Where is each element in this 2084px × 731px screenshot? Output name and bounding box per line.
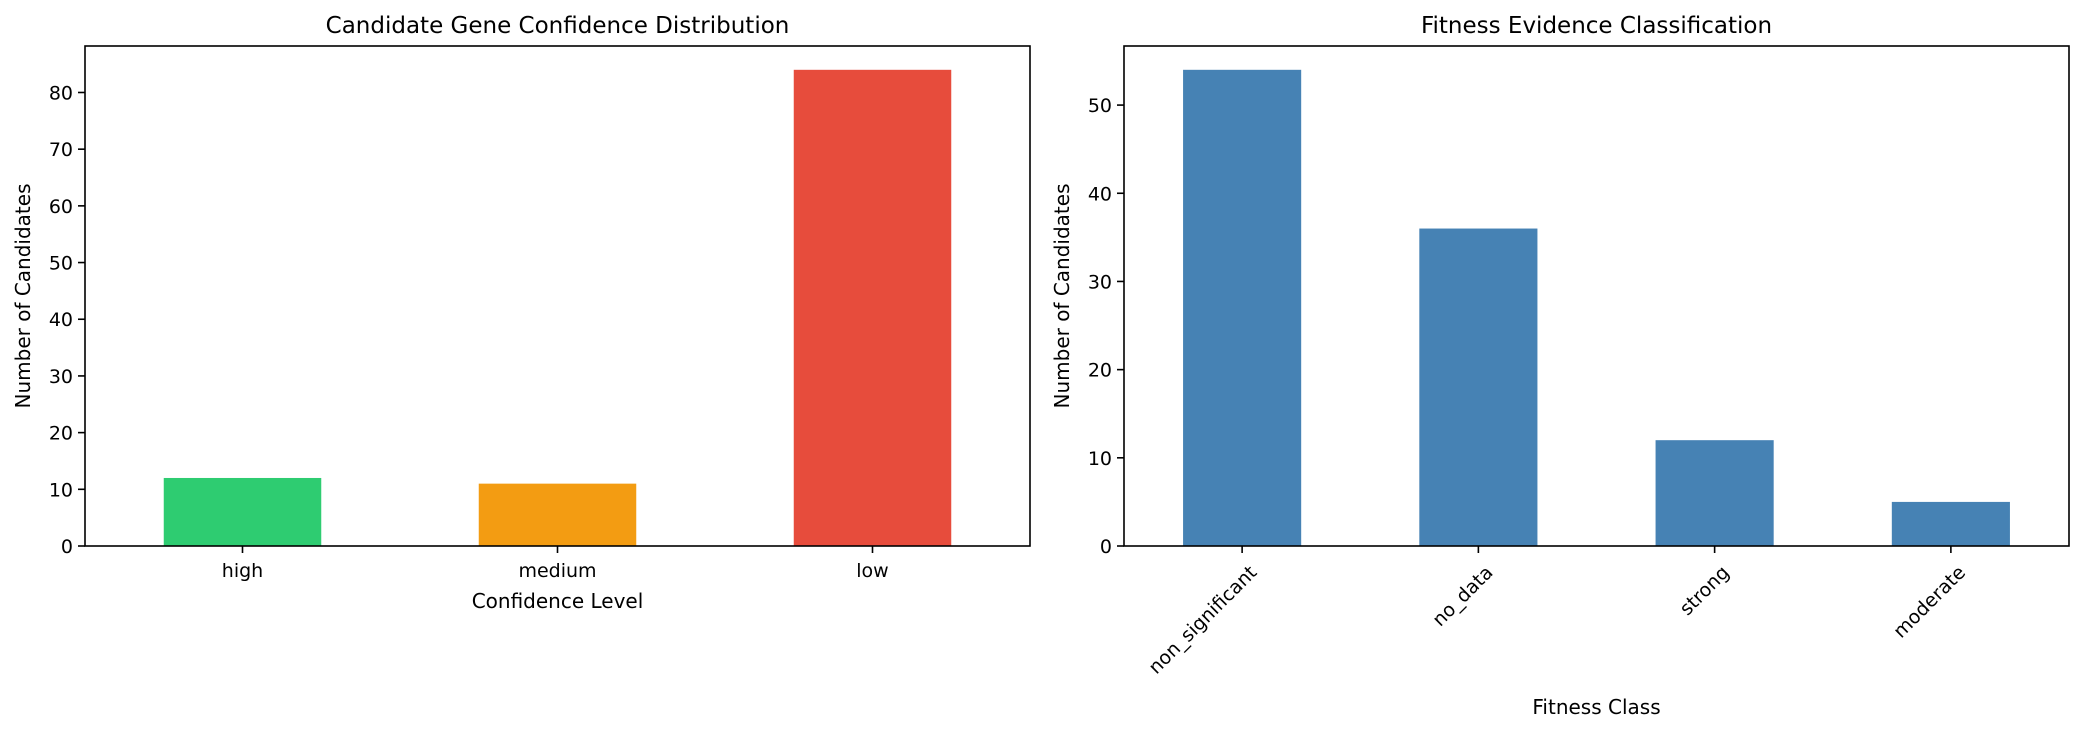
x-ticks: high medium low — [222, 546, 889, 582]
fitness-chart: Fitness Evidence Classification Number o… — [1050, 13, 2070, 719]
bar — [163, 477, 322, 546]
y-tick-label: 80 — [49, 82, 73, 104]
bar — [793, 69, 952, 547]
y-axis-label: Number of Candidates — [11, 184, 35, 409]
bar-group — [163, 69, 952, 547]
x-tick-label: low — [856, 560, 888, 582]
y-tick-label: 50 — [49, 253, 73, 275]
x-tick-label: no_data — [1428, 562, 1497, 631]
bar-group — [1183, 69, 2010, 547]
y-tick-label: 60 — [49, 196, 73, 218]
chart-title: Candidate Gene Confidence Distribution — [326, 13, 790, 39]
y-tick-label: 10 — [1088, 448, 1112, 470]
y-tick-label: 70 — [49, 139, 73, 161]
y-ticks: 0 10 20 30 40 50 60 70 80 — [49, 82, 85, 558]
y-tick-label: 40 — [49, 309, 73, 331]
confidence-chart: Candidate Gene Confidence Distribution N… — [11, 13, 1031, 613]
bar — [1891, 501, 2010, 546]
x-ticks: non_significant no_data strong moderate — [1144, 546, 1970, 678]
y-tick-label: 20 — [49, 423, 73, 445]
chart-title: Fitness Evidence Classification — [1421, 13, 1772, 39]
y-tick-label: 40 — [1088, 183, 1112, 205]
x-tick-label: high — [222, 560, 263, 582]
x-axis-label: Fitness Class — [1532, 695, 1660, 719]
plot-frame — [1123, 45, 2070, 547]
bar — [1183, 69, 1302, 547]
x-tick-label: moderate — [1889, 562, 1970, 643]
bar — [1655, 440, 1774, 546]
x-axis-label: Confidence Level — [472, 589, 644, 613]
x-tick-label: non_significant — [1144, 562, 1261, 679]
y-tick-label: 20 — [1088, 360, 1112, 382]
y-tick-label: 50 — [1088, 95, 1112, 117]
x-tick-label: medium — [518, 560, 596, 582]
y-tick-label: 30 — [1088, 271, 1112, 293]
y-axis-label: Number of Candidates — [1050, 184, 1074, 409]
plot-frame — [84, 45, 1031, 547]
y-ticks: 0 10 20 30 40 50 — [1088, 95, 1124, 558]
y-tick-label: 10 — [49, 479, 73, 501]
bar — [478, 483, 637, 546]
y-tick-label: 30 — [49, 366, 73, 388]
x-tick-label: strong — [1675, 562, 1733, 620]
bar — [1419, 228, 1538, 547]
y-tick-label: 0 — [61, 536, 73, 558]
y-tick-label: 0 — [1100, 536, 1112, 558]
